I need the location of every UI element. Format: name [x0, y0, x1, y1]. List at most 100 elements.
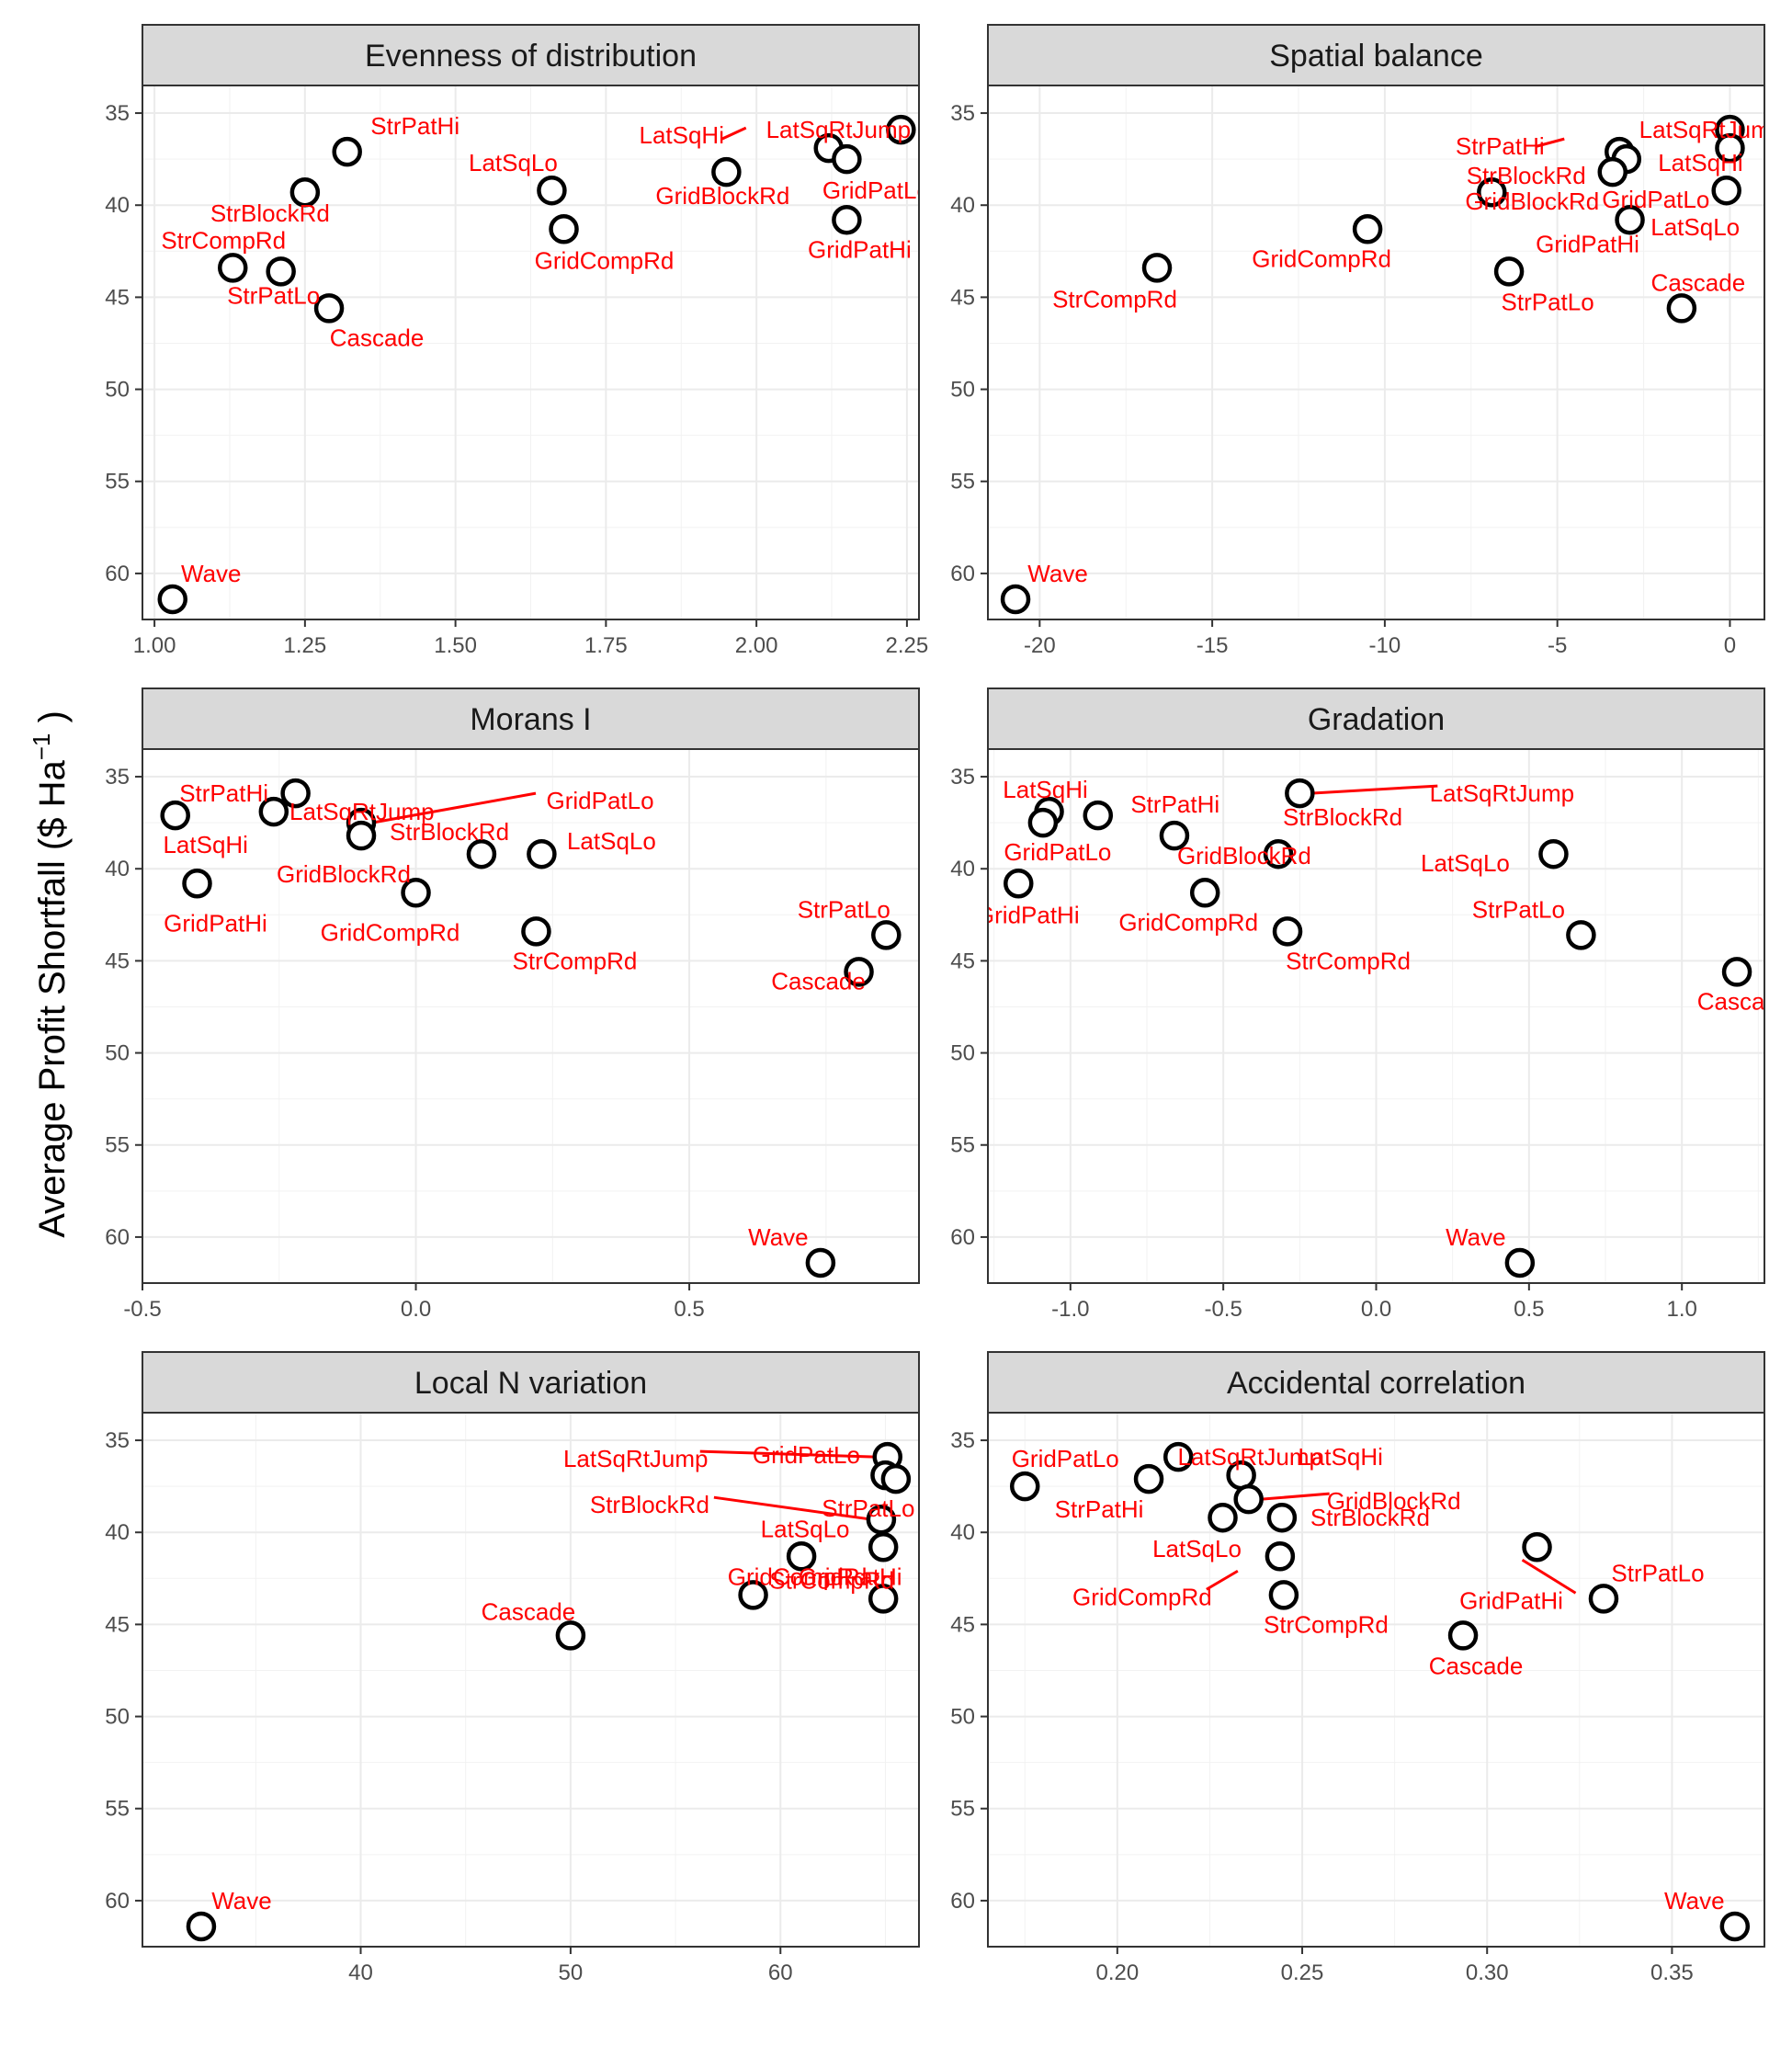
data-point-gridcomprd: [401, 878, 431, 908]
y-tick-label: 60: [950, 1225, 975, 1250]
data-point-gridcomprd: [738, 1580, 768, 1610]
facet-strip: [987, 1351, 1765, 1414]
point-label-gridblockrd: GridBlockRd: [655, 182, 789, 210]
point-label-wave: Wave: [748, 1223, 809, 1251]
data-point-wave: [805, 1247, 836, 1278]
facet-title: Local N variation: [414, 1366, 647, 1401]
data-point-strcomprd: [1272, 916, 1303, 947]
point-label-strpathi: StrPatHi: [1130, 790, 1219, 818]
point-label-gridpatlo: GridPatLo: [546, 787, 653, 814]
point-label-gridblockrd: GridBlockRd: [1177, 842, 1311, 869]
point-label-latsqrtjump: LatSqRtJump: [1430, 779, 1575, 807]
point-label-gridpathi: GridPatHi: [808, 235, 912, 263]
point-label-strpatlo: StrPatLo: [798, 895, 890, 923]
data-point-strcomprd: [1141, 253, 1173, 283]
y-tick-label: 45: [950, 285, 975, 310]
data-point-strpatlo: [1493, 256, 1525, 287]
point-label-latsqhi: LatSqHi: [1658, 149, 1743, 176]
point-label-strblockrd: StrBlockRd: [1310, 1504, 1430, 1531]
y-tick-label: 40: [105, 1520, 130, 1545]
label-leader-line: [1206, 1569, 1239, 1591]
label-leader-line: [371, 791, 537, 824]
x-tick-label: 60: [768, 1960, 793, 1985]
point-label-strcomprd: StrCompRd: [161, 226, 286, 254]
data-point-strpatlo: [880, 1463, 912, 1494]
y-tick-label: 60: [950, 1889, 975, 1914]
point-label-strpatlo: StrPatLo: [822, 1494, 914, 1522]
point-label-gridcomprd: GridCompRd: [1072, 1583, 1212, 1610]
point-label-wave: Wave: [211, 1887, 272, 1915]
data-point-strcomprd: [521, 916, 551, 947]
point-label-wave: Wave: [1027, 560, 1088, 587]
point-label-gridpatlo: GridPatLo: [1602, 186, 1709, 213]
point-label-latsqlo: LatSqLo: [1421, 849, 1510, 877]
point-label-latsqrtjump: LatSqRtJump: [563, 1445, 709, 1472]
facet-strip: [142, 687, 920, 750]
point-label-latsqrtjump: LatSqRtJump: [766, 116, 912, 143]
y-tick-label: 45: [950, 949, 975, 973]
x-tick-label: -0.5: [1204, 1297, 1242, 1322]
panel-border: [142, 748, 920, 1284]
point-label-cascade: Cascade: [330, 324, 425, 351]
data-point-wave: [157, 584, 188, 615]
point-label-latsqrtjump: LatSqRtJump: [1177, 1443, 1322, 1471]
y-tick-label: 45: [950, 1612, 975, 1637]
data-point-latsqhi: [160, 800, 190, 831]
data-point-cascade: [1447, 1620, 1479, 1651]
facet-title: Evenness of distribution: [365, 39, 697, 74]
data-point-strblockrd: [346, 820, 377, 851]
y-tick-label: 40: [105, 857, 130, 881]
data-point-wave: [1000, 584, 1031, 615]
point-label-gridcomprd: GridCompRd: [321, 918, 460, 946]
point-label-cascade: Cascade: [771, 967, 866, 994]
facet-morans-i: -0.5 0.0 0.5 35 40 45 50 55 60 Morans I StrPatHi La…: [105, 687, 920, 1322]
data-point-gridpatlo: [1027, 807, 1059, 838]
facet-title: Morans I: [470, 702, 591, 737]
data-point-latsqhi: [1715, 132, 1745, 164]
y-axis-title-end: ): [32, 710, 73, 733]
data-point-strblockrd: [1266, 1502, 1298, 1533]
data-point-gridpathi: [832, 205, 862, 235]
data-point-gridcomprd: [1352, 214, 1383, 244]
point-label-latsqlo: LatSqLo: [761, 1515, 850, 1542]
point-label-latsqlo: LatSqLo: [469, 149, 558, 176]
data-point-gridcomprd: [1189, 878, 1220, 908]
data-layer: LatSqRtJump LatSqHi StrPatHi GridPatLoGridB…: [1000, 114, 1764, 615]
facet-strip: [142, 24, 920, 86]
data-point-gridpathi: [1522, 1532, 1552, 1562]
y-tick-label: 35: [105, 1428, 130, 1453]
panel-border: [142, 1412, 920, 1948]
point-label-latsqhi: LatSqHi: [639, 121, 724, 149]
point-label-strblockrd: StrBlockRd: [590, 1491, 709, 1518]
point-label-latsqlo: LatSqLo: [1152, 1535, 1242, 1562]
data-point-gridpathi: [182, 869, 212, 899]
data-point-strcomprd: [218, 253, 248, 283]
point-label-strpatlo: StrPatLo: [227, 281, 320, 309]
point-label-gridblockrd: GridBlockRd: [1465, 187, 1599, 215]
point-label-strblockrd: StrBlockRd: [390, 818, 509, 846]
y-tick-label: 35: [105, 765, 130, 790]
data-point-gridblockrd: [1159, 820, 1190, 851]
facet-gradation: -1.0 -0.5 0.0 0.5 1.0 35 40 45 50 55 60 Gradation La…: [950, 687, 1765, 1322]
data-layer: StrPatHi LatSqRtJump LatSqHi GridPatLo StrBl…: [160, 778, 902, 1278]
x-tick-label: 40: [348, 1960, 373, 1985]
label-leader-line: [721, 126, 747, 141]
point-label-strcomprd: StrCompRd: [1264, 1610, 1389, 1638]
data-point-cascade: [1721, 957, 1752, 987]
data-point-latsqlo: [1538, 838, 1569, 869]
panel-border: [987, 748, 1765, 1284]
x-tick-label: 1.0: [1666, 1297, 1696, 1322]
data-point-gridpatlo: [1009, 1471, 1040, 1502]
data-point-cascade: [1666, 293, 1697, 324]
x-tick-label: 50: [559, 1960, 584, 1985]
y-tick-label: 40: [950, 193, 975, 218]
data-point-gridpathi: [1615, 205, 1645, 235]
x-tick-label: 1.00: [133, 633, 176, 658]
facet-strip: [987, 687, 1765, 750]
x-tick-label: 0.35: [1650, 1960, 1694, 1985]
point-label-gridpathi: GridPatHi: [799, 1562, 902, 1590]
facet-strip: [987, 24, 1765, 86]
data-point-cascade: [555, 1620, 586, 1651]
panel-background: [142, 749, 919, 1283]
